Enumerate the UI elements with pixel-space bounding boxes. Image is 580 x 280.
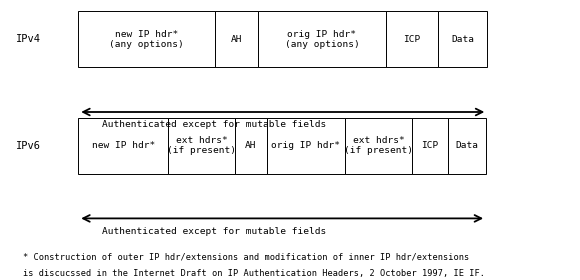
- FancyBboxPatch shape: [215, 11, 258, 67]
- Text: Authenticated except for mutable fields: Authenticated except for mutable fields: [102, 227, 326, 236]
- Text: new IP hdr*: new IP hdr*: [92, 141, 155, 150]
- FancyBboxPatch shape: [267, 118, 345, 174]
- Text: IPv4: IPv4: [16, 34, 41, 44]
- FancyBboxPatch shape: [235, 118, 267, 174]
- Text: ICP: ICP: [422, 141, 438, 150]
- Text: Data: Data: [451, 35, 474, 44]
- FancyBboxPatch shape: [345, 118, 412, 174]
- Text: IPv6: IPv6: [16, 141, 41, 151]
- Text: AH: AH: [231, 35, 242, 44]
- Text: ext hdrs*
(if present): ext hdrs* (if present): [344, 136, 413, 155]
- FancyBboxPatch shape: [168, 118, 235, 174]
- Text: orig IP hdr*
(any options): orig IP hdr* (any options): [285, 29, 359, 49]
- Text: Data: Data: [456, 141, 478, 150]
- FancyBboxPatch shape: [78, 118, 168, 174]
- FancyBboxPatch shape: [386, 11, 438, 67]
- Text: orig IP hdr*: orig IP hdr*: [271, 141, 340, 150]
- Text: is discucssed in the Internet Draft on IP Authentication Headers, 2 October 1997: is discucssed in the Internet Draft on I…: [23, 269, 485, 278]
- Text: Authenticated except for mutable fields: Authenticated except for mutable fields: [102, 120, 326, 129]
- Text: new IP hdr*
(any options): new IP hdr* (any options): [109, 29, 184, 49]
- Text: AH: AH: [245, 141, 256, 150]
- FancyBboxPatch shape: [448, 118, 486, 174]
- FancyBboxPatch shape: [412, 118, 448, 174]
- FancyBboxPatch shape: [78, 11, 215, 67]
- Text: ext hdrs*
(if present): ext hdrs* (if present): [167, 136, 236, 155]
- FancyBboxPatch shape: [438, 11, 487, 67]
- FancyBboxPatch shape: [258, 11, 386, 67]
- Text: * Construction of outer IP hdr/extensions and modification of inner IP hdr/exten: * Construction of outer IP hdr/extension…: [23, 252, 469, 261]
- Text: ICP: ICP: [403, 35, 420, 44]
